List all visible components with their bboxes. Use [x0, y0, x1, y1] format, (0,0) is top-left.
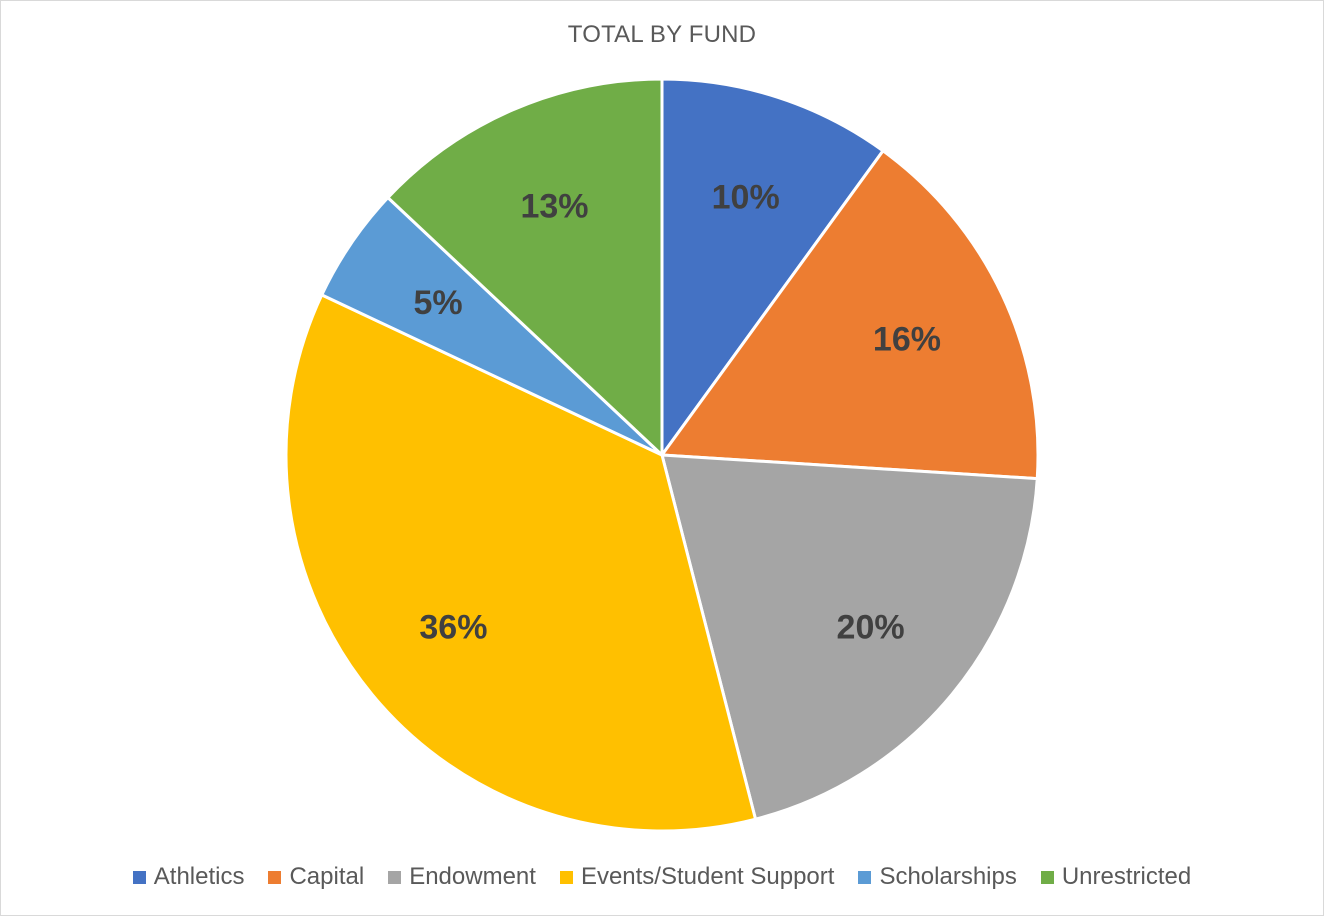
pie-slice-unrestricted — [385, 77, 664, 459]
legend-label-capital: Capital — [289, 863, 365, 890]
pie-slice-endowment — [660, 453, 1039, 822]
legend-item-events-student-support: Events/Student Support — [559, 863, 835, 891]
legend-label-events-student-support: Events/Student Support — [580, 863, 835, 890]
legend-label-endowment: Endowment — [409, 863, 536, 890]
chart-legend: Athletics Capital Endowment Events/Student … — [1, 863, 1323, 891]
chart-title: TOTAL BY FUND — [567, 21, 757, 48]
pie-slices — [284, 77, 1040, 833]
legend-item-athletics: Athletics — [132, 863, 245, 891]
pie-data-labels: 10% 16% 20% 36% 5% 13% — [414, 179, 941, 647]
legend-item-unrestricted: Unrestricted — [1040, 863, 1192, 891]
pie-slice-events-student-support — [284, 292, 758, 833]
legend-label-unrestricted: Unrestricted — [1061, 863, 1192, 890]
legend-item-capital: Capital — [268, 863, 364, 891]
data-label-events-student-support: 36% — [419, 609, 487, 647]
data-label-athletics: 10% — [712, 179, 780, 217]
legend-label-athletics: Athletics — [153, 863, 245, 890]
legend-swatch-unrestricted — [1040, 870, 1054, 884]
legend-swatch-endowment — [388, 870, 402, 884]
legend-swatch-scholarships — [858, 870, 872, 884]
legend-item-endowment: Endowment — [388, 863, 536, 891]
data-label-capital: 16% — [873, 321, 941, 359]
data-label-endowment: 20% — [837, 609, 905, 647]
legend-swatch-capital — [268, 870, 282, 884]
legend-label-scholarships: Scholarships — [879, 863, 1017, 890]
data-label-scholarships: 5% — [414, 284, 463, 322]
legend-swatch-events-student-support — [559, 870, 573, 884]
pie-slice-athletics — [660, 77, 886, 460]
legend-item-scholarships: Scholarships — [858, 863, 1017, 891]
pie-slice-capital — [659, 148, 1040, 481]
legend-swatch-athletics — [132, 870, 146, 884]
data-label-unrestricted: 13% — [520, 188, 588, 226]
